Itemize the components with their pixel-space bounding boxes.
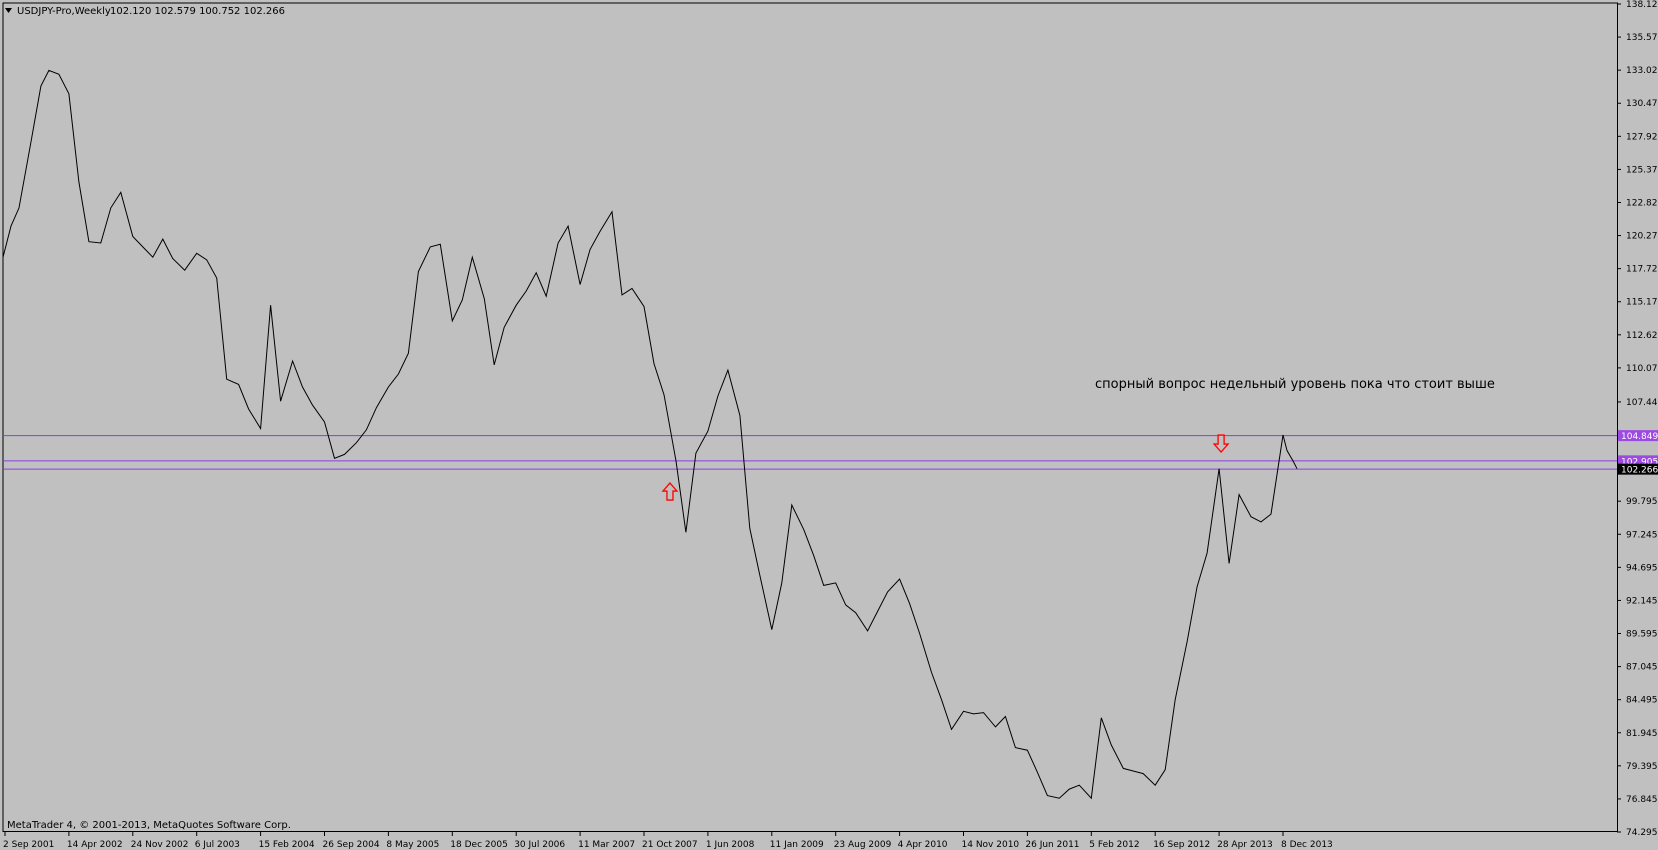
y-tick-label: 97.245 [1626,530,1658,540]
x-tick-label: 21 Oct 2007 [642,840,698,850]
x-tick-label: 8 May 2005 [386,840,439,850]
price-tag-box [1618,463,1658,475]
x-tick-label: 11 Jan 2009 [770,840,824,850]
y-tick-label: 120.270 [1626,232,1658,242]
x-tick-label: 24 Nov 2002 [131,840,189,850]
x-tick-label: 15 Feb 2004 [259,840,315,850]
y-tick-label: 87.045 [1626,663,1658,673]
y-tick-label: 138.120 [1626,0,1658,10]
y-tick-label: 127.920 [1626,132,1658,142]
chart-ohlc: 102.120 102.579 100.752 102.266 [110,6,285,17]
x-tick-label: 8 Dec 2013 [1281,840,1333,850]
y-tick-label: 81.945 [1626,729,1658,739]
chart-annotation: спорный вопрос недельный уровень пока чт… [1095,377,1495,392]
y-tick-label: 84.495 [1626,696,1658,706]
y-tick-label: 117.720 [1626,265,1658,275]
y-tick-label: 107.445 [1626,398,1658,408]
x-tick-label: 23 Aug 2009 [834,840,892,850]
y-tick-label: 122.820 [1626,198,1658,208]
y-tick-label: 112.620 [1626,331,1658,341]
x-tick-label: 18 Dec 2005 [450,840,508,850]
x-tick-label: 1 Jun 2008 [706,840,755,850]
plot-frame [2,2,1618,832]
price-tag-label: 104.849 [1621,432,1658,442]
y-tick-label: 110.070 [1626,364,1658,374]
price-tag-box [1618,455,1658,467]
x-tick-label: 4 Apr 2010 [898,840,948,850]
copyright-text: MetaTrader 4, © 2001-2013, MetaQuotes So… [7,820,291,831]
y-tick-label: 89.595 [1626,630,1658,640]
y-tick-label: 125.370 [1626,165,1658,175]
y-tick-label: 130.470 [1626,99,1658,109]
y-tick-label: 135.570 [1626,33,1658,43]
x-tick-label: 6 Jul 2003 [195,840,240,850]
y-tick-label: 133.020 [1626,66,1658,76]
price-tag-label: 102.905 [1621,457,1658,467]
x-tick-label: 30 Jul 2006 [514,840,565,850]
y-tick-label: 74.295 [1626,828,1658,838]
price-tag-label: 102.266 [1621,466,1658,476]
x-tick-label: 26 Jun 2011 [1025,840,1079,850]
x-tick-label: 14 Nov 2010 [962,840,1020,850]
x-tick-label: 11 Mar 2007 [578,840,635,850]
arrow-down-icon [1212,434,1230,454]
arrow-up-icon [661,482,679,501]
price-tag-box [1618,430,1658,442]
x-tick-label: 2 Sep 2001 [3,840,54,850]
dropdown-triangle-icon[interactable] [5,8,12,13]
y-tick-label: 99.795 [1626,497,1658,507]
x-tick-label: 16 Sep 2012 [1153,840,1210,850]
y-tick-label: 94.695 [1626,563,1658,573]
y-tick-label: 79.395 [1626,762,1658,772]
price-line [2,69,1298,800]
y-tick-label: 92.145 [1626,596,1658,606]
x-tick-label: 14 Apr 2002 [67,840,123,850]
x-tick-label: 5 Feb 2012 [1089,840,1139,850]
chart-title: USDJPY-Pro,Weekly [17,6,111,17]
x-tick-label: 28 Apr 2013 [1217,840,1273,850]
y-tick-label: 76.845 [1626,795,1658,805]
y-tick-label: 115.170 [1626,298,1658,308]
x-tick-label: 26 Sep 2004 [323,840,380,850]
